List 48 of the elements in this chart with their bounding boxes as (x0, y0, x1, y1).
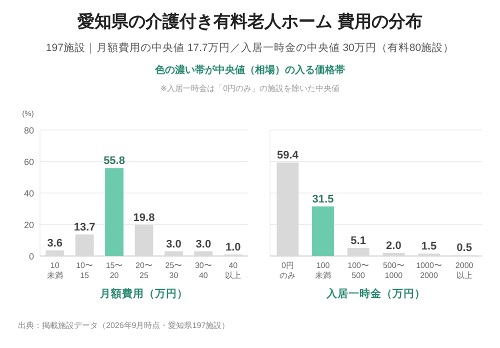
x-tick-label: 10未満 (46, 261, 63, 280)
source-note: 出典：掲載施設データ（2026年9月時点・愛知県197施設） (18, 321, 230, 330)
data-label: 19.8 (133, 212, 155, 224)
x-tick-label: 100未満 (315, 261, 331, 280)
x-tick-label: 100〜500 (348, 261, 370, 280)
data-label: 3.6 (47, 237, 63, 250)
x-tick-label: 30〜40 (194, 261, 212, 280)
bar (276, 162, 299, 256)
data-label: 1.5 (421, 240, 437, 253)
bar (312, 206, 334, 256)
y-tick-label: 80 (24, 126, 34, 136)
bar (164, 251, 183, 256)
x-tick-label: 40以上 (225, 261, 242, 280)
x-tick-label: 1000〜2000 (416, 261, 442, 280)
data-label: 1.0 (225, 241, 241, 254)
x-tick-label: 15〜20 (106, 261, 123, 280)
x-axis-title: 月額費用（万円） (99, 287, 188, 300)
y-tick-label: 0 (28, 252, 34, 262)
x-tick-label: 20〜25 (136, 261, 152, 280)
bar (382, 252, 405, 256)
bar (347, 248, 370, 256)
x-tick-label: 0円のみ (280, 261, 296, 280)
y-tick-label: 60 (24, 157, 34, 167)
text: ※入居一時金は「0円のみ」の施設を除いた中央値 (160, 84, 340, 93)
data-label: 5.1 (350, 234, 366, 247)
y-tick-label: 40 (24, 188, 34, 198)
x-tick-label: 25〜30 (165, 261, 182, 280)
bar (46, 250, 64, 256)
x-tick-label: 500〜1000 (382, 261, 404, 280)
data-label: 31.5 (312, 193, 334, 206)
data-label: 0.5 (456, 242, 472, 254)
x-tick-label: 2000以上 (455, 261, 474, 280)
data-label: 2.0 (386, 240, 402, 252)
x-tick-label: 10〜15 (76, 261, 94, 280)
bar (105, 168, 124, 256)
bar (134, 224, 154, 256)
data-label: 13.7 (74, 221, 96, 234)
y-tick-label: 20 (24, 220, 34, 230)
bar (194, 251, 213, 256)
bar (75, 234, 94, 256)
chart-title: 愛知県の介護付き有料老人ホーム 費用の分布 (78, 12, 422, 31)
data-label: 3.0 (196, 238, 212, 250)
x-axis-title: 入居一時金（万円） (326, 287, 426, 300)
data-label: 59.4 (276, 149, 300, 162)
chart-subtitle: 197施設｜月額費用の中央値 17.7万円／入居一時金の中央値 30万円（有料80施設） (46, 41, 454, 54)
data-label: 3.0 (166, 238, 182, 250)
text: 色の濃い帯が中央値（相場）の入る価格帯 (154, 64, 345, 76)
data-label: 55.8 (104, 155, 125, 168)
